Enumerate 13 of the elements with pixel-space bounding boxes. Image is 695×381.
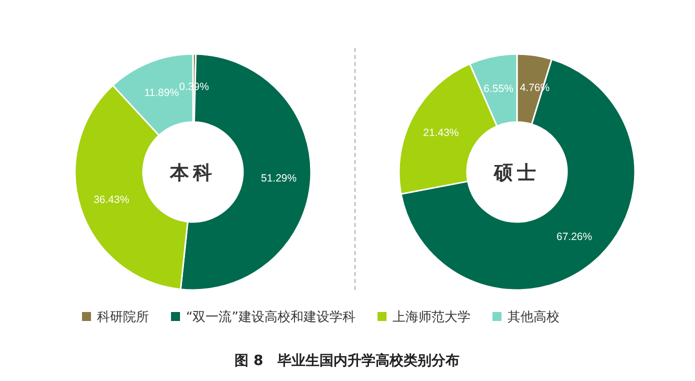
text: 本科 (169, 162, 216, 184)
legend-label: “双一流”建设高校和建设学科 (186, 309, 356, 325)
data-label: 21.43% (423, 126, 459, 139)
data-label: 67.26% (556, 231, 592, 244)
text: 硕士 (493, 162, 540, 184)
data-label: 36.43% (94, 194, 130, 206)
data-label: 11.89% (144, 86, 180, 99)
legend-label: 其他高校 (507, 309, 560, 325)
caption: 图 8 毕业生国内升学高校类别分布 (234, 352, 460, 369)
data-label: 6.55% (484, 82, 514, 95)
legend-label: 上海师范大学 (392, 310, 470, 325)
data-label: 51.29% (261, 172, 297, 185)
legend-label: 科研院所 (97, 310, 149, 325)
